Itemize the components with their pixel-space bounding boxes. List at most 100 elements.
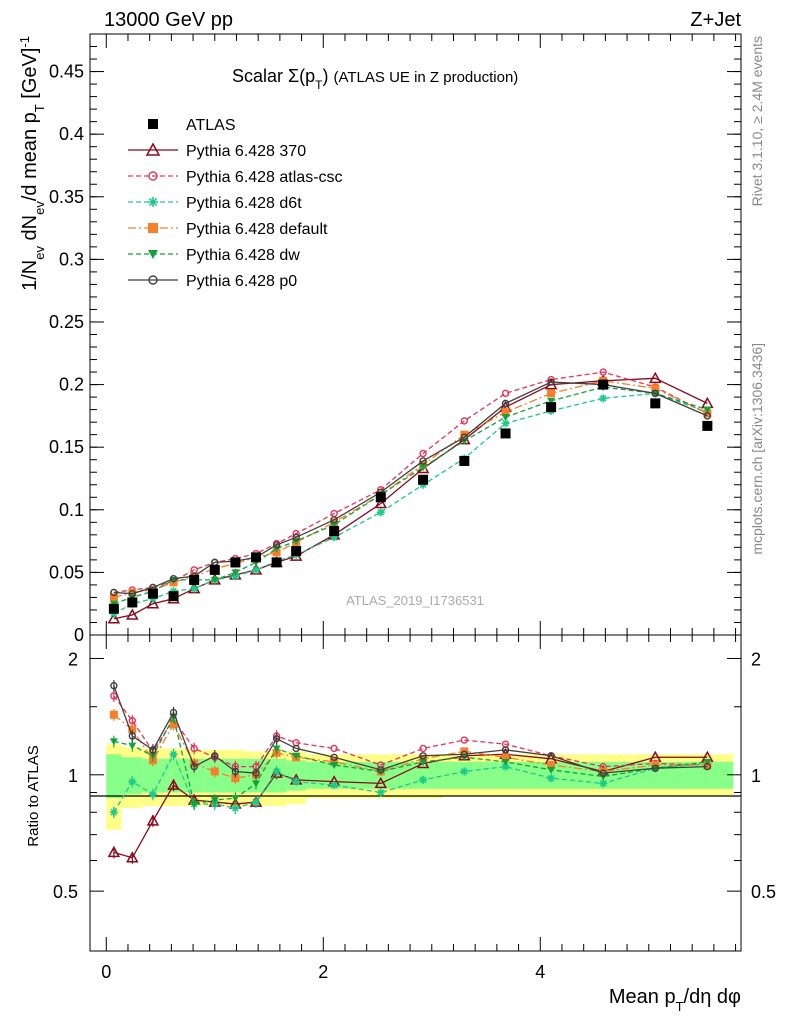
ratio-panel: 0 2 4 0.5 0.5 1 1 2 2 bbox=[53, 34, 776, 982]
data-point bbox=[252, 565, 261, 574]
ratio-point bbox=[377, 766, 385, 774]
data-point bbox=[292, 529, 300, 538]
ratio-point bbox=[190, 744, 198, 753]
data-point bbox=[419, 464, 428, 472]
ratio-point bbox=[128, 732, 137, 740]
ratio-point bbox=[109, 710, 118, 719]
ratio-point bbox=[146, 814, 160, 826]
legend-marker bbox=[145, 142, 161, 156]
data-point bbox=[375, 492, 386, 503]
legend-entry: Pythia 6.428 default bbox=[128, 221, 328, 238]
ratio-point bbox=[416, 756, 430, 769]
data-point bbox=[651, 384, 660, 393]
ratio-point bbox=[292, 752, 301, 760]
data-point bbox=[599, 394, 608, 403]
data-point bbox=[419, 457, 427, 465]
data-point bbox=[292, 533, 300, 542]
legend-marker bbox=[148, 119, 158, 129]
series-pythia-6-428-p0 bbox=[110, 378, 712, 598]
ratio-point bbox=[651, 764, 659, 772]
header-right: Z+Jet bbox=[690, 9, 741, 31]
ratio-point bbox=[501, 758, 510, 766]
ratio-tick-label: 2 bbox=[68, 649, 78, 669]
ratio-point bbox=[148, 790, 157, 799]
ratio-point bbox=[330, 757, 339, 766]
legend-entry: Pythia 6.428 p0 bbox=[128, 273, 297, 290]
data-point bbox=[210, 576, 219, 584]
ratio-point bbox=[419, 744, 427, 753]
y-tick-label: 0.25 bbox=[49, 312, 84, 332]
ratio-point bbox=[231, 804, 240, 813]
legend-entry: Pythia 6.428 370 bbox=[128, 142, 306, 160]
legend-label: Pythia 6.428 d6t bbox=[186, 195, 302, 212]
data-point bbox=[271, 557, 282, 568]
y-tick-label: 0.2 bbox=[59, 375, 84, 395]
x-tick-label: 0 bbox=[101, 962, 111, 982]
data-point bbox=[107, 612, 121, 624]
y-tick-label: 0.4 bbox=[59, 124, 84, 144]
data-point bbox=[500, 428, 511, 439]
y-tick-label: 0.45 bbox=[49, 62, 84, 82]
data-point bbox=[547, 397, 556, 405]
legend-entry: Pythia 6.428 dw bbox=[128, 247, 300, 264]
ratio-point bbox=[330, 753, 338, 761]
data-point bbox=[374, 496, 388, 509]
watermark: ATLAS_2019_I1736531 bbox=[346, 593, 484, 608]
ratio-frame bbox=[89, 634, 742, 952]
mcplots-label: mcplots.cern.ch [arXiv:1306.3436] bbox=[749, 343, 765, 555]
data-point bbox=[330, 533, 339, 542]
ratio-point bbox=[109, 808, 118, 817]
ratio-point bbox=[547, 752, 555, 760]
ratio-point bbox=[190, 801, 199, 809]
ratio-point bbox=[599, 769, 607, 777]
data-point bbox=[649, 371, 662, 384]
x-axis-label: Mean pT/dη dφ bbox=[609, 986, 741, 1014]
ratio-point bbox=[231, 795, 240, 803]
ratio-point bbox=[210, 797, 219, 805]
ratio-point bbox=[460, 736, 469, 744]
legend-marker bbox=[148, 275, 158, 285]
data-point bbox=[419, 449, 427, 458]
ratio-point bbox=[169, 708, 178, 717]
series-pythia-6-428-dw bbox=[109, 384, 712, 608]
data-point bbox=[272, 541, 281, 549]
series-line bbox=[113, 381, 708, 595]
ratio-point bbox=[703, 758, 712, 766]
stat-band bbox=[121, 757, 143, 795]
data-point bbox=[598, 379, 609, 390]
ratio-point bbox=[190, 762, 198, 771]
ratio-point bbox=[703, 762, 712, 771]
ratio-point bbox=[419, 758, 428, 766]
ratio-point bbox=[252, 780, 261, 788]
main-panel: 0 0.05 0.1 0.15 0.2 0.25 0.3 0.35 0.4 0.45 bbox=[49, 33, 742, 645]
data-point bbox=[169, 574, 178, 583]
ratio-point bbox=[110, 682, 118, 690]
y-axis-label: 1/Nev dNev/d mean pT [GeV]-1 bbox=[17, 36, 47, 291]
ratio-point bbox=[272, 767, 281, 776]
data-point bbox=[703, 406, 712, 414]
ratio-point bbox=[107, 845, 121, 858]
ratio-point bbox=[330, 781, 339, 790]
data-point bbox=[127, 597, 138, 608]
legend-marker bbox=[148, 197, 158, 207]
ratio-point bbox=[231, 774, 240, 783]
ratio-point bbox=[272, 745, 281, 753]
data-point bbox=[251, 552, 262, 563]
data-point bbox=[599, 368, 607, 376]
legend: ATLAS Pythia 6.428 370 Pythia 6.428 atlas-… bbox=[128, 117, 343, 290]
ratio-point bbox=[128, 725, 137, 734]
series-pythia-6-428-370 bbox=[107, 371, 714, 624]
ratio-point bbox=[126, 851, 139, 863]
data-point bbox=[231, 569, 240, 577]
data-point bbox=[501, 419, 510, 428]
ratio-point bbox=[292, 744, 300, 753]
ratio-series-pythia-6-428-d6t bbox=[109, 748, 712, 819]
ratio-point bbox=[272, 734, 281, 743]
legend-entry: ATLAS bbox=[148, 117, 236, 134]
ratio-point bbox=[149, 746, 157, 754]
data-point bbox=[501, 389, 510, 398]
series-pythia-6-428-d6t bbox=[109, 389, 712, 618]
data-point bbox=[330, 521, 339, 529]
data-point bbox=[126, 608, 139, 620]
stat-band bbox=[162, 758, 184, 793]
